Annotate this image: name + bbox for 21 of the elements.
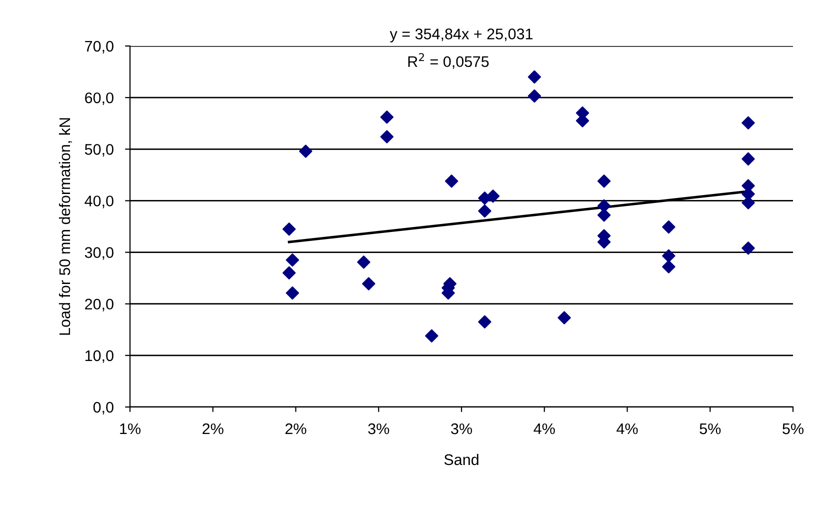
y-tick-label: 10,0: [85, 350, 114, 363]
text: y = 354,84x + 25,031: [390, 28, 533, 42]
x-tick-label: 5%: [782, 423, 804, 434]
y-tick-label: 50,0: [84, 144, 114, 157]
y-axis-title: Load for 50 mm deformation, kN: [58, 118, 72, 335]
x-tick-label: 3%: [368, 423, 390, 434]
x-tick-label: 4%: [616, 423, 638, 434]
x-tick-label: 5%: [700, 423, 721, 434]
x-tick-label: 1%: [120, 423, 140, 434]
annotation: R$^{2}$ = 0,0575: [408, 53, 489, 69]
y-tick-label: 20,0: [85, 298, 114, 312]
x-tick-label: 3%: [451, 423, 472, 434]
x-axis-title: Sand: [444, 454, 478, 466]
x-tick-label: 4%: [534, 423, 555, 434]
x-tick-label: 2%: [285, 423, 306, 434]
y-tick-label: 40,0: [84, 196, 114, 208]
x-tick-label: 2%: [202, 423, 224, 434]
y-tick-label: 30,0: [84, 247, 114, 260]
y-tick-label: 60,0: [85, 92, 114, 106]
y-tick-label: 0,0: [93, 402, 114, 414]
y-tick-label: 70,0: [85, 40, 114, 54]
